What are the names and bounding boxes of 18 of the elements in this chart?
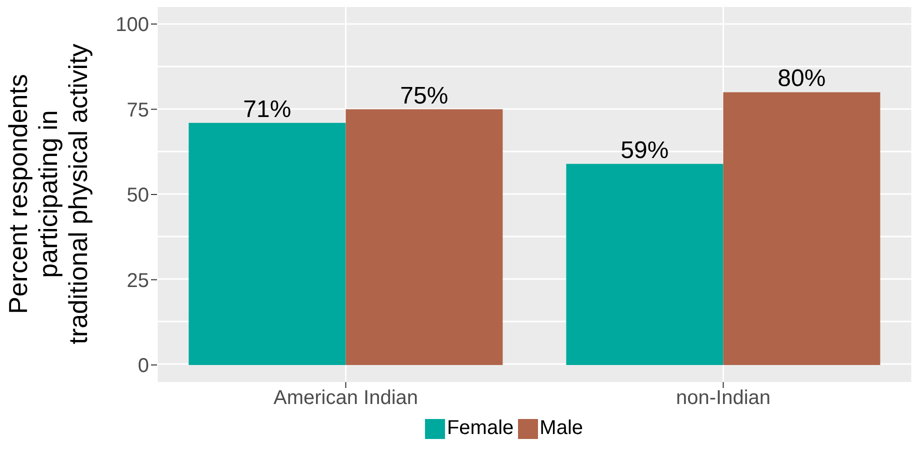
y-axis-title: Percent respondents participating in traditional physical activity (3, 44, 93, 344)
bar (723, 92, 880, 365)
legend-label: Male (540, 417, 584, 440)
x-tick-label: non-Indian (676, 387, 771, 410)
legend-label: Female (446, 417, 514, 440)
x-tick-label: American Indian (273, 387, 418, 410)
bar (346, 109, 503, 365)
data-label: 59% (620, 136, 669, 164)
data-label: 75% (400, 82, 448, 110)
bar (566, 164, 724, 365)
y-tick-label: 100 (116, 14, 149, 36)
y-tick-label: 25 (126, 270, 149, 292)
bar (188, 122, 346, 365)
data-label: 71% (243, 96, 292, 123)
y-tick-label: 0 (138, 355, 149, 378)
data-label: 80% (778, 65, 826, 92)
y-tick-label: 50 (126, 184, 149, 207)
y-tick-label: 75 (126, 99, 149, 122)
